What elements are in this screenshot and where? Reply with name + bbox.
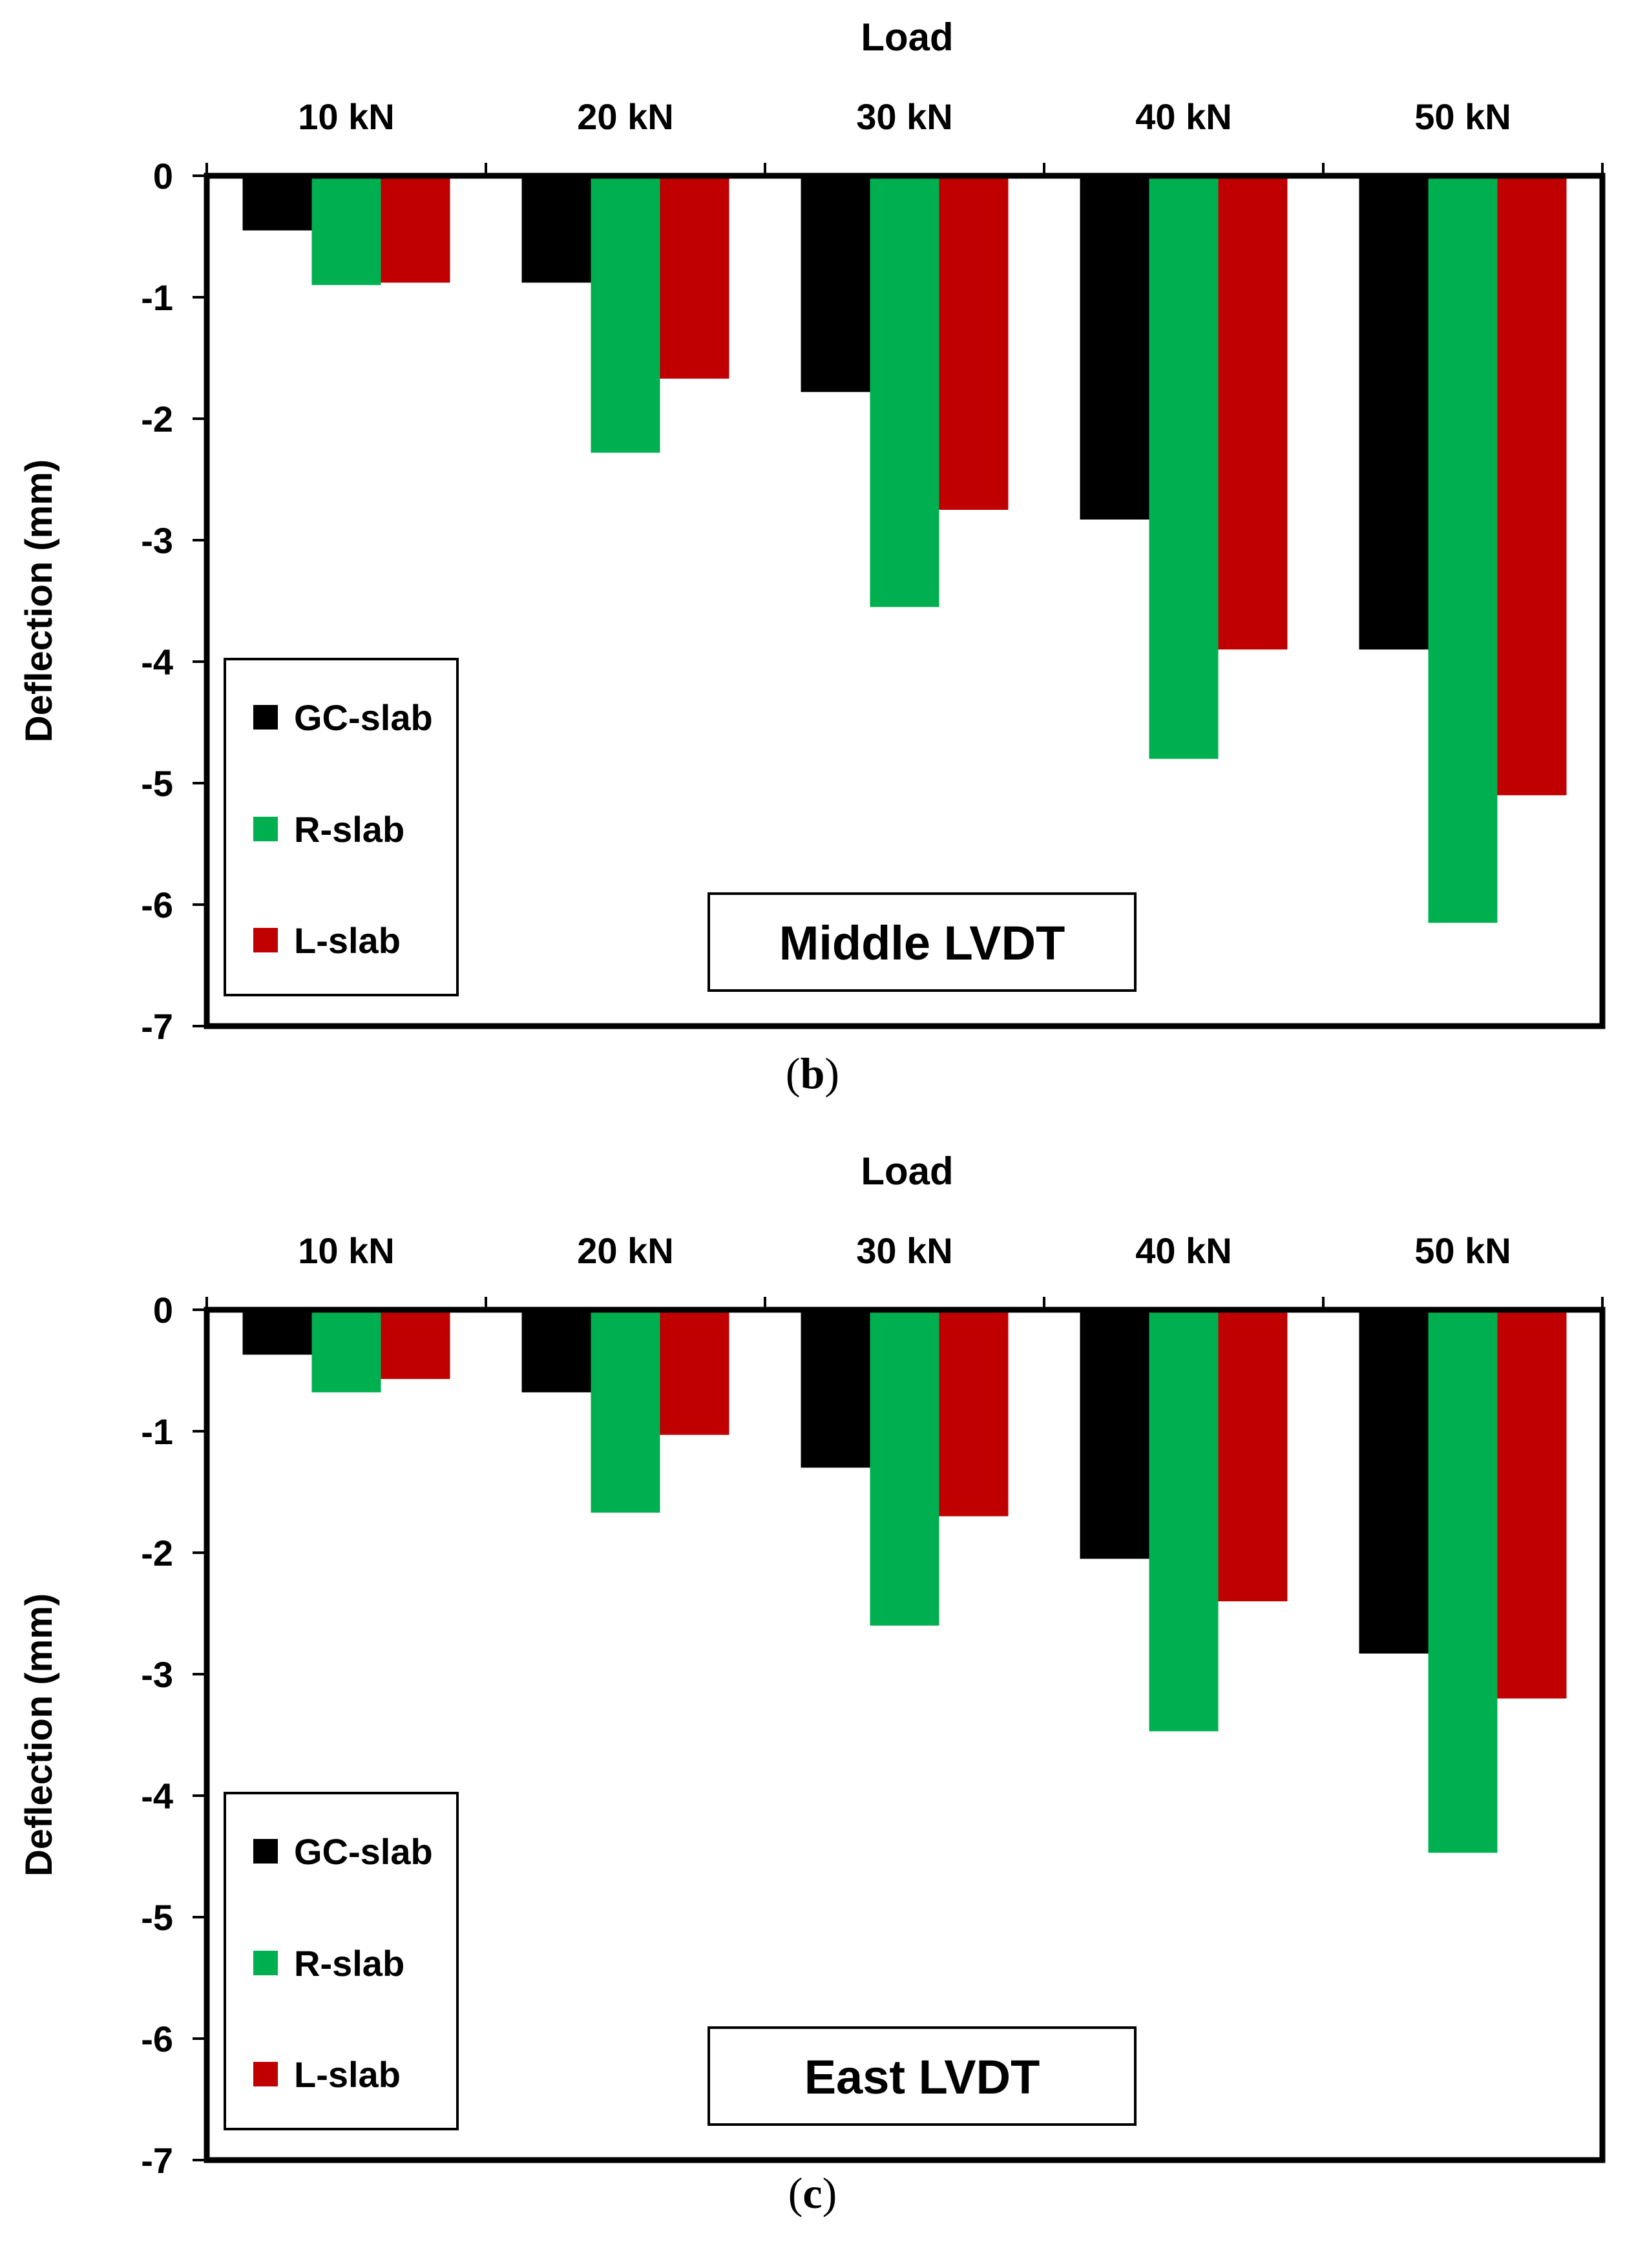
y-tick-label: -3 [141, 1654, 173, 1695]
bar-gc-slab-20kn [521, 176, 591, 283]
bar-r-slab-40kn [1149, 176, 1219, 759]
bar-gc-slab-20kn [521, 1310, 591, 1392]
bar-r-slab-50kn [1428, 1310, 1498, 1853]
x-tick-label: 40 kN [1135, 96, 1232, 137]
bar-gc-slab-30kn [801, 176, 870, 392]
y-tick-label: -4 [141, 1776, 173, 1816]
bar-l-slab-30kn [939, 176, 1009, 510]
panel-caption-c: (c) [788, 2168, 837, 2218]
y-tick-label: 0 [153, 1290, 173, 1330]
x-tick-label: 10 kN [298, 96, 394, 137]
y-tick-label: -3 [141, 520, 173, 561]
chart-box-label: Middle LVDT [779, 916, 1065, 970]
panel-label-b: b [800, 1049, 825, 1098]
bar-r-slab-20kn [591, 1310, 660, 1513]
y-axis-title: Deflection (mm) [18, 1593, 60, 1876]
legend-label-gc-slab: GC-slab [294, 697, 433, 738]
bar-l-slab-50kn [1497, 176, 1567, 795]
y-tick-label: -7 [141, 1006, 173, 1047]
x-tick-label: 50 kN [1414, 1230, 1511, 1271]
x-tick-label: 30 kN [856, 96, 952, 137]
chart-box-label-frame [708, 2026, 1137, 2126]
legend-swatch-gc-slab [253, 1839, 278, 1864]
bar-gc-slab-50kn [1359, 1310, 1429, 1654]
bar-r-slab-10kn [311, 1310, 381, 1392]
bar-l-slab-40kn [1218, 176, 1288, 650]
bar-gc-slab-40kn [1080, 176, 1149, 520]
panel-label-c: c [802, 2168, 823, 2218]
bar-r-slab-10kn [311, 176, 381, 286]
plot-frame [204, 1307, 1606, 2163]
y-tick-label: -5 [141, 1897, 173, 1938]
bar-r-slab-40kn [1149, 1310, 1219, 1732]
x-axis-title: Load [861, 1150, 953, 1193]
chart-box-label-frame [708, 892, 1137, 992]
plot-frame [204, 173, 1606, 1029]
bar-gc-slab-10kn [242, 176, 312, 231]
y-tick-label: -2 [141, 1533, 173, 1573]
y-axis-title: Deflection (mm) [18, 459, 60, 742]
chart-box-label: East LVDT [804, 2050, 1040, 2104]
x-axis-title: Load [861, 16, 953, 59]
legend-swatch-l-slab [253, 928, 278, 952]
bar-r-slab-30kn [870, 1310, 939, 1626]
x-tick-label: 50 kN [1414, 96, 1511, 137]
x-tick-label: 30 kN [856, 1230, 952, 1271]
y-tick-label: -1 [141, 277, 173, 318]
bar-l-slab-30kn [939, 1310, 1009, 1517]
x-tick-label: 10 kN [298, 1230, 394, 1271]
y-tick-label: -7 [141, 2140, 173, 2181]
bar-r-slab-20kn [591, 176, 660, 453]
y-tick-label: -6 [141, 2019, 173, 2059]
legend-swatch-r-slab [253, 1951, 278, 1975]
y-tick-label: -4 [141, 642, 173, 682]
y-tick-label: -2 [141, 399, 173, 439]
x-tick-label: 40 kN [1135, 1230, 1232, 1271]
legend-swatch-r-slab [253, 817, 278, 841]
chart-panel-c: Load Deflection (mm) 10 kN 20 kN 30 kN 40 kN 5… [0, 1134, 1625, 2268]
y-tick-label: -6 [141, 885, 173, 925]
bar-r-slab-50kn [1428, 176, 1498, 923]
legend-label-gc-slab: GC-slab [294, 1831, 433, 1872]
bar-l-slab-10kn [381, 176, 450, 283]
bar-l-slab-40kn [1218, 1310, 1288, 1602]
legend-swatch-gc-slab [253, 705, 278, 730]
chart-panel-b: Load Deflection (mm) 10 kN 20 kN 30 kN 40 kN 5… [18, 16, 1606, 1098]
bar-l-slab-10kn [381, 1310, 450, 1380]
bar-gc-slab-10kn [242, 1310, 312, 1355]
bar-l-slab-20kn [660, 176, 729, 379]
bar-l-slab-20kn [660, 1310, 729, 1435]
legend-label-l-slab: L-slab [294, 2054, 401, 2095]
x-tick-label: 20 kN [577, 1230, 673, 1271]
bar-r-slab-30kn [870, 176, 939, 607]
legend-swatch-l-slab [253, 2062, 278, 2086]
legend-label-l-slab: L-slab [294, 920, 401, 961]
panel-caption-b: (b) [785, 1049, 840, 1098]
y-tick-label: 0 [153, 156, 173, 196]
bar-chart-middle-lvdt: Load Deflection (mm) 10 kN 20 kN 30 kN 40 kN 5… [18, 16, 1606, 1047]
bar-gc-slab-50kn [1359, 176, 1429, 650]
legend-label-r-slab: R-slab [294, 1943, 404, 1984]
y-tick-label: -5 [141, 763, 173, 804]
bar-gc-slab-30kn [801, 1310, 870, 1468]
bar-chart-east-lvdt: Load Deflection (mm) 10 kN 20 kN 30 kN 40 kN 5… [18, 1150, 1606, 2181]
y-tick-label: -1 [141, 1411, 173, 1452]
bar-l-slab-50kn [1497, 1310, 1567, 1699]
bar-gc-slab-40kn [1080, 1310, 1149, 1559]
x-tick-label: 20 kN [577, 96, 673, 137]
legend-label-r-slab: R-slab [294, 809, 404, 850]
